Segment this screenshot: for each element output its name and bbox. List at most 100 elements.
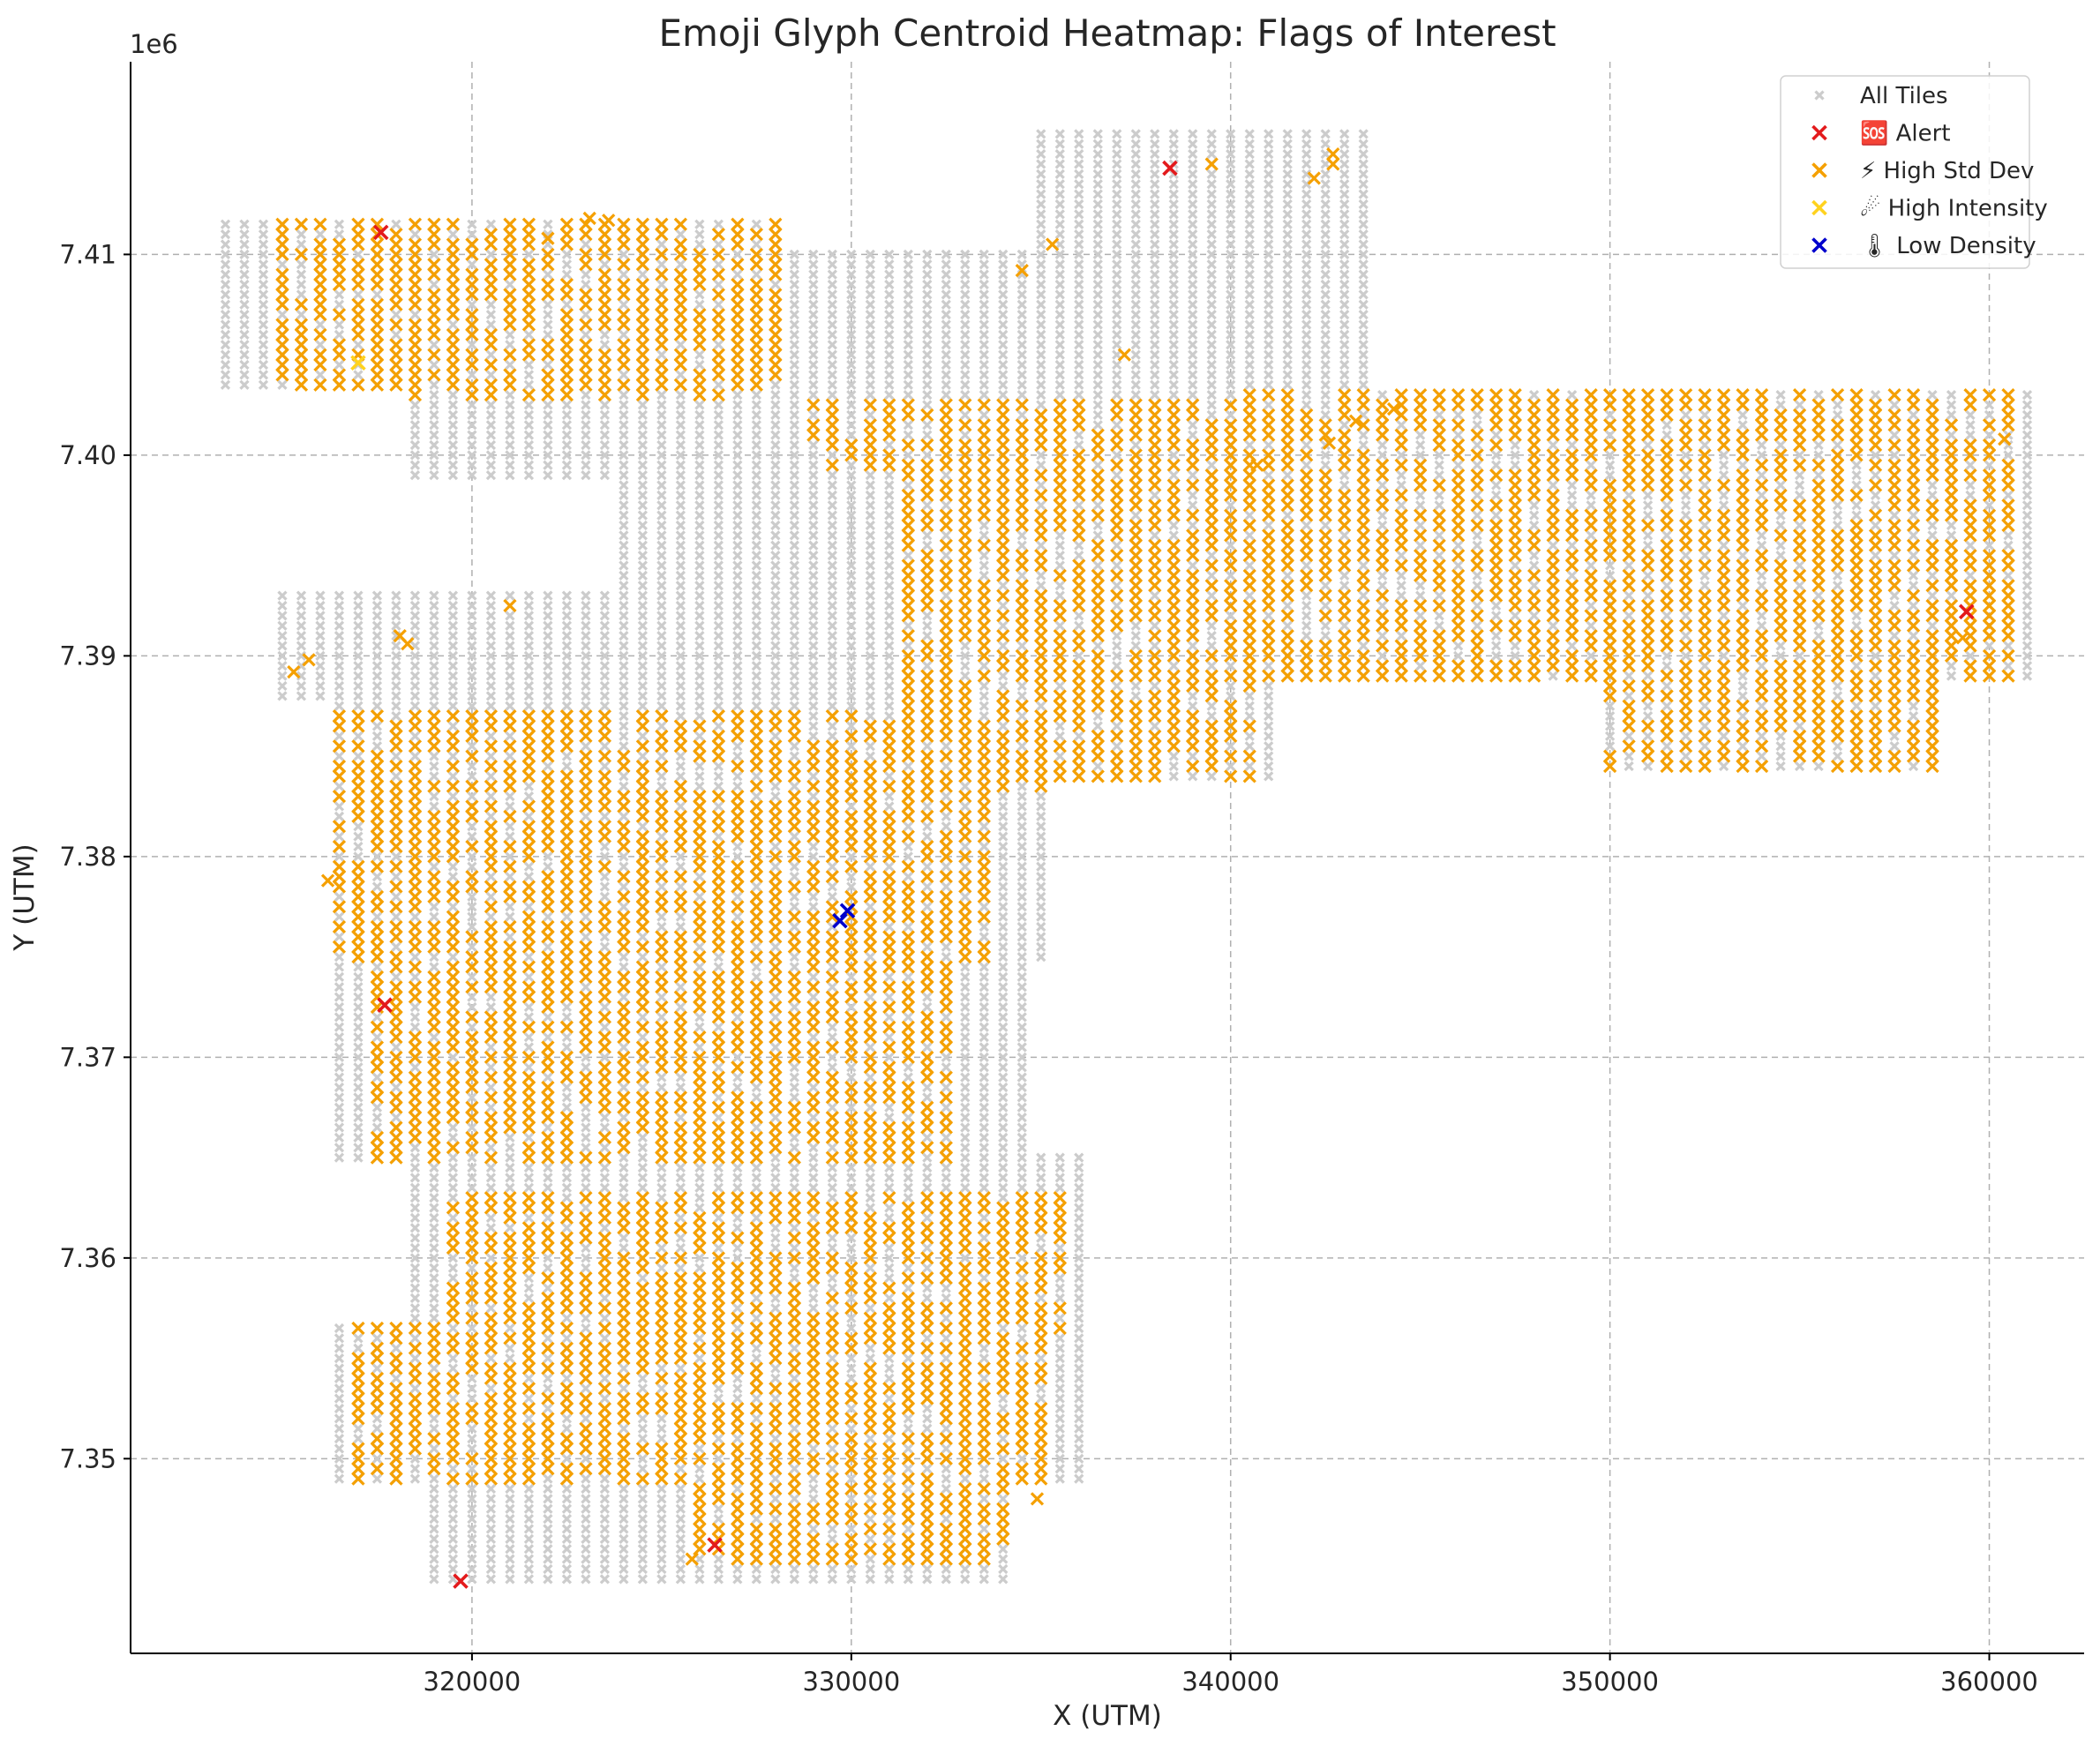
all-tiles-point [334,1022,345,1032]
all-tiles-point [353,590,364,601]
all-tiles-point [315,370,326,380]
all-tiles-point [296,239,307,250]
all-tiles-point [353,289,364,300]
all-tiles-point [296,289,307,300]
all-tiles-point [239,349,250,360]
all-tiles-point [334,680,345,692]
all-tiles-point [353,1072,364,1083]
all-tiles-point [334,962,345,972]
all-tiles-point [334,319,345,330]
all-tiles-point [391,1082,401,1093]
all-tiles-point [334,1072,345,1083]
all-tiles-point [277,620,288,631]
all-tiles-point [353,1333,364,1344]
all-tiles-point [296,269,307,280]
all-tiles-point [334,831,345,842]
all-tiles-point [334,590,345,601]
all-tiles-point [315,641,326,651]
all-tiles-point [334,701,345,711]
all-tiles-point [334,1403,345,1414]
all-tiles-point [315,611,326,621]
all-tiles-point [296,229,307,240]
all-tiles-point [315,630,326,641]
all-tiles-point [353,671,364,681]
all-tiles-point [239,269,250,280]
all-tiles-point [353,641,364,651]
all-tiles-point [334,1333,345,1344]
all-tiles-point [258,359,269,371]
all-tiles-point [258,269,269,280]
all-tiles-point [334,811,345,821]
all-tiles-point [334,329,345,341]
all-tiles-point [353,680,364,692]
all-tiles-point [371,1012,383,1023]
all-tiles-point [371,962,383,972]
all-tiles-point [258,329,269,341]
all-tiles-point [353,841,364,852]
all-tiles-point [371,600,383,611]
all-tiles-point [258,289,269,300]
all-tiles-point [353,1122,364,1133]
all-tiles-point [334,1012,345,1023]
all-tiles-point [277,590,288,601]
all-tiles-point [371,1363,383,1374]
all-tiles-point [353,962,364,972]
all-tiles-point [334,1092,345,1103]
all-tiles-point [315,691,326,701]
all-tiles-point [296,611,307,621]
all-tiles-point [296,259,307,270]
all-tiles-point [220,239,231,250]
all-tiles-point [371,881,383,892]
all-tiles-point [334,1413,345,1424]
all-tiles-point [315,590,326,601]
all-tiles-point [334,1152,345,1163]
all-tiles-point [220,229,231,240]
all-tiles-point [220,379,231,390]
all-tiles-point [277,259,288,270]
all-tiles-point [220,249,231,260]
all-tiles-point [353,1343,364,1353]
all-tiles-point [239,239,250,250]
all-tiles-point [239,249,250,260]
all-tiles-point [220,289,231,300]
all-tiles-point [258,349,269,360]
all-tiles-point [371,671,383,681]
all-tiles-point [353,1012,364,1023]
all-tiles-point [334,1001,345,1013]
all-tiles-point [220,329,231,341]
all-tiles-point [277,310,288,320]
all-tiles-point [334,600,345,611]
all-tiles-point [296,630,307,641]
all-tiles-point [277,671,288,681]
all-tiles-point [353,971,364,982]
all-tiles-point [371,691,383,701]
all-tiles-point [353,1152,364,1163]
all-tiles-point [371,641,383,651]
all-tiles-point [353,630,364,641]
all-tiles-point [371,1102,383,1113]
all-tiles-point [315,340,326,350]
all-tiles-point [353,661,364,671]
all-tiles-point [220,310,231,320]
all-tiles-point [239,229,250,240]
all-tiles-point [315,650,326,662]
all-tiles-point [296,279,307,290]
all-tiles-point [353,1042,364,1053]
all-tiles-point [334,781,345,791]
all-tiles-point [239,370,250,380]
all-tiles-point [353,1112,364,1123]
all-tiles-point [334,1443,345,1454]
all-tiles-point [334,911,345,922]
all-tiles-point [371,1112,383,1123]
all-tiles-point [258,219,269,229]
all-tiles-point [371,650,383,662]
all-tiles-point [296,310,307,320]
all-tiles-point [258,279,269,290]
all-tiles-point [353,751,364,761]
all-tiles-point [353,731,364,741]
all-tiles-point [296,691,307,701]
all-tiles-point [353,1022,364,1032]
all-tiles-point [353,1423,364,1434]
all-tiles-point [239,299,250,310]
